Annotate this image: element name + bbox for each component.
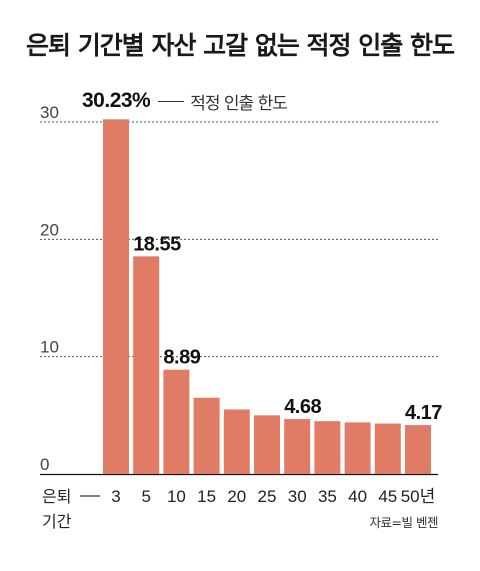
- x-tick-label-25: 25: [258, 487, 277, 506]
- x-tick-label-15: 15: [197, 487, 216, 506]
- legend-line: [158, 100, 185, 102]
- bar-45: [374, 423, 401, 474]
- bar-5: [133, 256, 160, 474]
- bar-50년: [405, 425, 431, 474]
- y-tick-label-10: 10: [40, 338, 59, 357]
- bar-40: [344, 422, 371, 474]
- data-label-5: 18.55: [133, 233, 181, 255]
- data-label-50년: 4.17: [405, 402, 442, 424]
- bar-15: [193, 397, 220, 474]
- y-tick-label-0: 0: [40, 455, 49, 474]
- x-tick-label-50년: 50년: [401, 487, 436, 506]
- x-tick-label-10: 10: [167, 487, 186, 506]
- bar-3: [103, 119, 129, 474]
- source-note: 자료=빌 벤젠: [369, 515, 439, 530]
- bar-35: [314, 421, 341, 474]
- bar-20: [223, 409, 250, 474]
- data-label-10: 8.89: [163, 347, 200, 369]
- x-tick-label-5: 5: [141, 487, 150, 506]
- legend: 30.23% 적정 인출 한도: [82, 88, 288, 114]
- y-tick-label-20: 20: [40, 220, 59, 239]
- bar-30: [284, 419, 311, 474]
- x-axis-label-line1: 은퇴: [42, 487, 71, 506]
- y-tick-label-30: 30: [40, 103, 59, 122]
- x-tick-label-30: 30: [288, 487, 307, 506]
- x-tick-label-35: 35: [318, 487, 337, 506]
- data-label-30: 4.68: [284, 396, 321, 418]
- x-tick-label-3: 3: [111, 487, 120, 506]
- x-tick-label-45: 45: [378, 487, 397, 506]
- legend-label: 적정 인출 한도: [190, 93, 288, 114]
- bar-10: [163, 369, 190, 474]
- legend-value-label: 30.23%: [82, 89, 151, 112]
- x-tick-label-20: 20: [227, 487, 246, 506]
- bar-25: [254, 415, 280, 474]
- chart-title: 은퇴 기간별 자산 고갈 없는 적정 인출 한도: [26, 31, 455, 60]
- x-tick-label-40: 40: [348, 487, 367, 506]
- x-axis-label-line2: 기간: [42, 512, 72, 531]
